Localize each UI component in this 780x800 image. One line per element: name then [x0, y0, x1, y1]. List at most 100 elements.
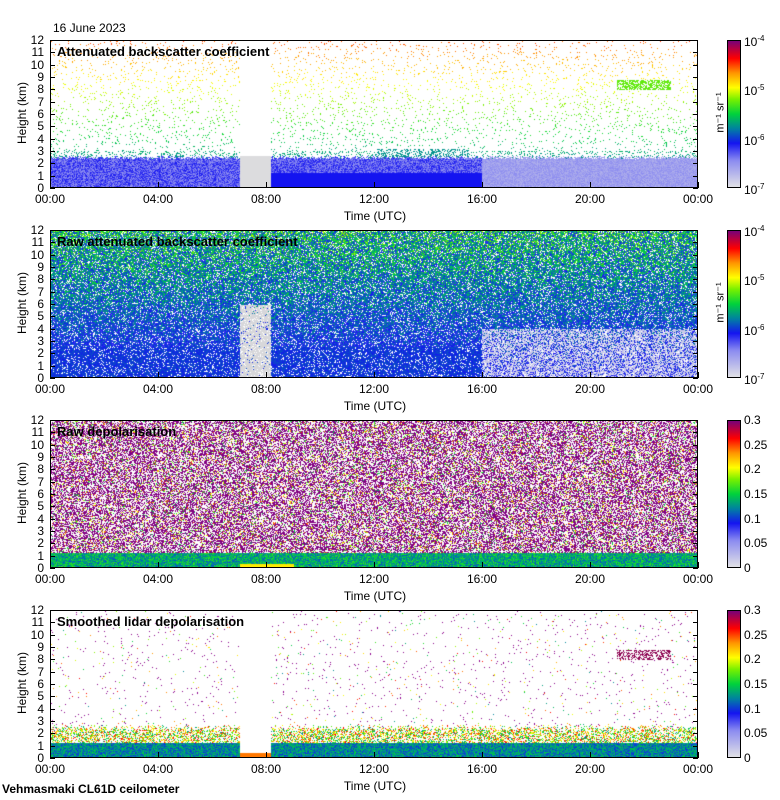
y-tick-label: 3 [37, 524, 44, 538]
x-tick-mark [374, 562, 375, 568]
y-tick-mark [50, 518, 55, 520]
tick-exponent: -5 [757, 273, 765, 283]
colorbar-tick-label: 0.25 [744, 437, 768, 452]
y-tick-mark [50, 52, 55, 54]
y-tick-label: 10 [30, 57, 44, 72]
y-tick-mark [50, 126, 55, 128]
colorbar-tick-label: 0.3 [744, 413, 761, 427]
y-tick-mark [693, 64, 698, 66]
y-tick-mark [693, 365, 698, 367]
x-tick-mark [374, 752, 375, 758]
y-tick-label: 3 [37, 714, 44, 728]
y-tick-label: 8 [37, 272, 44, 287]
colorbar [727, 40, 741, 188]
y-tick-mark [50, 531, 55, 532]
instrument-label: Vehmasmaki CL61D ceilometer [2, 782, 180, 796]
y-tick-mark [50, 659, 55, 661]
y-tick-mark [50, 138, 55, 140]
y-tick-label: 8 [37, 462, 44, 477]
x-tick-mark [374, 182, 375, 188]
x-tick-label: 12:00 [358, 762, 390, 776]
x-tick-mark [266, 562, 267, 568]
y-axis-label: Height (km) [15, 272, 29, 335]
y-tick-label: 6 [37, 297, 44, 311]
x-tick-label: 08:00 [250, 192, 282, 206]
colorbar-tick-label: 10-4 [744, 223, 764, 238]
tick-base: 10 [744, 183, 758, 197]
x-tick-mark [266, 372, 267, 378]
tick-exponent: -7 [757, 182, 765, 191]
y-tick-label: 11 [31, 615, 44, 630]
y-tick-mark [50, 304, 55, 305]
x-axis-label: Time (UTC) [343, 779, 407, 793]
y-tick-mark [693, 114, 698, 115]
y-tick-mark [50, 481, 55, 483]
y-tick-mark [693, 684, 698, 685]
y-tick-label: 0 [37, 181, 44, 195]
tick-exponent: -6 [757, 322, 765, 332]
y-tick-mark [693, 444, 698, 446]
y-tick-label: 9 [37, 450, 44, 464]
x-tick-label: 04:00 [142, 192, 174, 206]
tick-base: 10 [744, 133, 758, 148]
x-tick-label: 00:00 [682, 382, 714, 396]
y-tick-mark [693, 543, 698, 545]
y-tick-label: 8 [37, 82, 44, 97]
tick-exponent: -4 [757, 34, 765, 43]
x-tick-mark [50, 562, 51, 568]
heatmap-canvas [51, 421, 697, 567]
x-tick-label: 20:00 [574, 762, 606, 776]
y-tick-mark [50, 89, 55, 91]
y-tick-mark [50, 684, 55, 685]
x-tick-label: 20:00 [574, 192, 606, 206]
y-tick-mark [50, 745, 55, 747]
y-tick-mark [50, 64, 55, 66]
y-tick-mark [693, 647, 698, 648]
y-tick-mark [693, 622, 698, 624]
colorbar-tick-label: 10-6 [744, 132, 764, 147]
y-tick-mark [50, 708, 55, 710]
colorbar-tick-label: 0.05 [744, 726, 768, 741]
y-tick-mark [693, 506, 698, 508]
y-tick-mark [693, 279, 698, 281]
x-tick-label: 00:00 [34, 572, 66, 586]
y-tick-mark [693, 230, 698, 231]
y-tick-label: 4 [37, 511, 44, 526]
x-tick-mark [482, 372, 483, 378]
y-tick-mark [693, 254, 698, 256]
colorbar-tick-label: 10-7 [744, 371, 764, 386]
y-tick-label: 6 [37, 487, 44, 501]
x-tick-mark [482, 182, 483, 188]
tick-base: 10 [744, 35, 758, 49]
x-tick-label: 00:00 [34, 382, 66, 396]
y-tick-mark [50, 555, 55, 557]
y-tick-label: 10 [30, 437, 44, 452]
y-tick-mark [50, 40, 55, 41]
y-tick-mark [50, 671, 55, 673]
y-tick-mark [693, 353, 698, 355]
y-tick-label: 12 [30, 33, 44, 47]
y-tick-label: 6 [37, 107, 44, 121]
y-tick-mark [50, 188, 55, 189]
y-tick-mark [693, 745, 698, 747]
panel-title: Raw attenuated backscatter coefficient [57, 234, 298, 249]
y-tick-mark [693, 733, 698, 735]
x-tick-label: 00:00 [682, 762, 714, 776]
y-tick-mark [50, 101, 55, 103]
x-axis-label: Time (UTC) [343, 399, 407, 413]
y-tick-mark [50, 316, 55, 318]
colorbar-tick-label: 0 [744, 561, 751, 575]
x-tick-label: 04:00 [142, 382, 174, 396]
y-tick-label: 4 [37, 701, 44, 716]
tick-exponent: -6 [757, 132, 765, 142]
y-tick-label: 12 [30, 413, 44, 427]
y-tick-mark [693, 341, 698, 342]
tick-exponent: -7 [757, 372, 765, 381]
y-tick-mark [50, 733, 55, 735]
x-tick-label: 16:00 [466, 382, 498, 396]
colorbar-tick-label: 0.1 [744, 511, 761, 526]
y-tick-mark [50, 175, 55, 177]
colorbar [727, 230, 741, 378]
y-tick-label: 11 [31, 425, 44, 440]
y-tick-label: 2 [37, 346, 44, 361]
